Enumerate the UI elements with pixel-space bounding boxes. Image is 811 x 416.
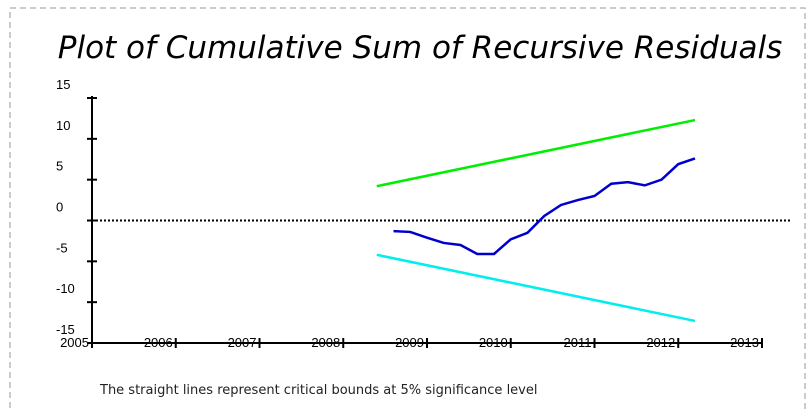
frame: [9, 7, 806, 416]
x-tick-label: 2012: [646, 335, 675, 350]
footnote: The straight lines represent critical bo…: [99, 383, 537, 398]
x-tick-label: 2013: [730, 335, 759, 350]
y-tick-label: 15: [56, 77, 70, 92]
x-tick-label: 2008: [311, 335, 340, 350]
y-tick-label: 5: [56, 159, 63, 174]
series-line: [393, 157, 696, 256]
y-tick-label: -5: [56, 240, 68, 255]
y-tick-label: 0: [56, 200, 63, 215]
x-tick-label: 2011: [564, 335, 592, 350]
x-tick-label: 2007: [228, 335, 257, 350]
x-tick-label: 2009: [395, 335, 424, 350]
y-tick-label: -15: [56, 322, 75, 337]
y-tick-label: -10: [56, 281, 75, 296]
x-tick-label: 2006: [144, 335, 173, 350]
chart-title: Plot of Cumulative Sum of Recursive Resi…: [58, 30, 782, 66]
x-tick-label: 2005: [60, 335, 89, 350]
series-line: [376, 118, 696, 188]
y-tick-label: 10: [56, 118, 70, 133]
x-tick-label: 2010: [479, 335, 508, 350]
series-line: [376, 253, 696, 323]
